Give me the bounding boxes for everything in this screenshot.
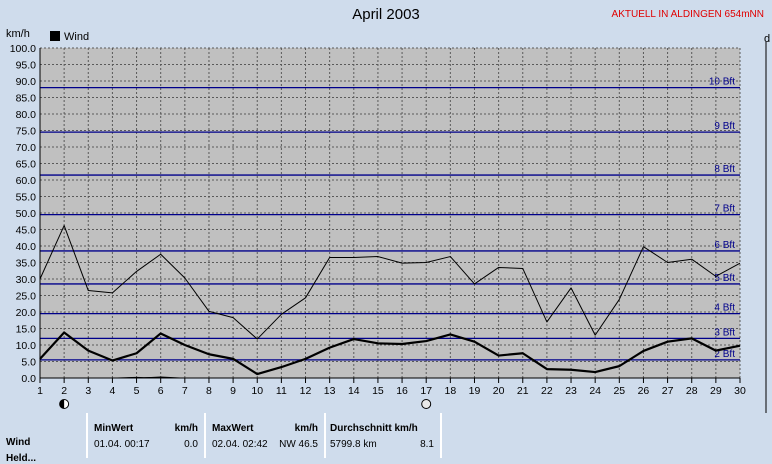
max-unit: km/h xyxy=(295,423,318,434)
x-tick-label: 18 xyxy=(445,385,457,397)
x-tick-label: 1 xyxy=(37,385,43,397)
x-tick-label: 30 xyxy=(734,385,746,397)
beaufort-label: 5 Bft xyxy=(714,273,735,284)
y-tick-label: 25.0 xyxy=(16,291,37,303)
x-tick-label: 4 xyxy=(109,385,115,397)
y-tick-label: 55.0 xyxy=(16,192,37,204)
stats-footer: Wind Held... MinWert km/h 01.04. 00:17 0… xyxy=(0,413,772,458)
x-tick-label: 19 xyxy=(469,385,481,397)
moon-full-marker xyxy=(422,400,431,409)
y-tick-label: 20.0 xyxy=(16,307,37,319)
x-tick-label: 24 xyxy=(589,385,601,397)
x-tick-label: 5 xyxy=(134,385,140,397)
empty-panel xyxy=(442,413,764,458)
y-tick-label: 15.0 xyxy=(16,324,37,336)
x-tick-label: 10 xyxy=(251,385,263,397)
min-date: 01.04. 00:17 xyxy=(94,439,150,450)
min-panel: MinWert km/h 01.04. 00:17 0.0 xyxy=(88,413,206,458)
x-tick-label: 8 xyxy=(206,385,212,397)
beaufort-label: 6 Bft xyxy=(714,240,735,251)
min-value: 0.0 xyxy=(184,439,198,450)
y-tick-label: 0.0 xyxy=(21,373,36,385)
avg-value: 8.1 xyxy=(420,439,434,450)
y-tick-label: 10.0 xyxy=(16,340,37,352)
x-tick-label: 27 xyxy=(662,385,674,397)
y-tick-label: 90.0 xyxy=(16,76,37,88)
x-tick-label: 17 xyxy=(420,385,432,397)
max-value: NW 46.5 xyxy=(279,439,318,450)
y-tick-label: 80.0 xyxy=(16,109,37,121)
max-panel: MaxWert km/h 02.04. 02:42 NW 46.5 xyxy=(206,413,326,458)
max-date: 02.04. 02:42 xyxy=(212,439,268,450)
x-tick-label: 15 xyxy=(372,385,384,397)
y-tick-label: 60.0 xyxy=(16,175,37,187)
y-tick-label: 65.0 xyxy=(16,159,37,171)
x-tick-label: 9 xyxy=(230,385,236,397)
x-tick-label: 14 xyxy=(348,385,360,397)
beaufort-label: 3 Bft xyxy=(714,327,735,338)
y-tick-label: 75.0 xyxy=(16,126,37,138)
avg-header: Durchschnitt km/h xyxy=(330,423,418,434)
beaufort-label: 8 Bft xyxy=(714,164,735,175)
y-tick-label: 45.0 xyxy=(16,225,37,237)
x-tick-label: 22 xyxy=(541,385,553,397)
x-tick-label: 28 xyxy=(686,385,698,397)
x-tick-label: 2 xyxy=(61,385,67,397)
beaufort-label: 9 Bft xyxy=(714,121,735,132)
y-tick-label: 35.0 xyxy=(16,258,37,270)
beaufort-label: 10 Bft xyxy=(709,77,735,88)
x-tick-label: 11 xyxy=(276,385,287,397)
y-tick-label: 5.0 xyxy=(21,357,36,369)
y-tick-label: 95.0 xyxy=(16,60,37,72)
avg-panel: Durchschnitt km/h 5799.8 km 8.1 xyxy=(326,413,442,458)
min-unit: km/h xyxy=(175,423,198,434)
x-tick-label: 7 xyxy=(182,385,188,397)
y-tick-label: 85.0 xyxy=(16,93,37,105)
x-tick-label: 20 xyxy=(493,385,505,397)
y-tick-label: 50.0 xyxy=(16,208,37,220)
x-tick-label: 16 xyxy=(396,385,408,397)
x-tick-label: 21 xyxy=(517,385,529,397)
x-tick-label: 13 xyxy=(324,385,336,397)
y-tick-label: 70.0 xyxy=(16,142,37,154)
x-tick-label: 6 xyxy=(158,385,164,397)
x-tick-label: 23 xyxy=(565,385,577,397)
beaufort-label: 4 Bft xyxy=(714,303,735,314)
row-label: Wind xyxy=(6,437,30,448)
x-tick-label: 3 xyxy=(85,385,91,397)
y-tick-label: 30.0 xyxy=(16,274,37,286)
x-tick-label: 12 xyxy=(300,385,312,397)
max-header: MaxWert xyxy=(212,423,254,434)
y-tick-label: 40.0 xyxy=(16,241,37,253)
min-header: MinWert xyxy=(94,423,133,434)
avg-distance: 5799.8 km xyxy=(330,439,377,450)
beaufort-label: 7 Bft xyxy=(714,204,735,215)
x-tick-label: 29 xyxy=(710,385,722,397)
row-label-panel: Wind Held... xyxy=(0,413,88,458)
y-tick-label: 100.0 xyxy=(10,43,36,55)
row-label-2: Held... xyxy=(6,453,36,464)
x-tick-label: 25 xyxy=(613,385,625,397)
x-tick-label: 26 xyxy=(638,385,650,397)
